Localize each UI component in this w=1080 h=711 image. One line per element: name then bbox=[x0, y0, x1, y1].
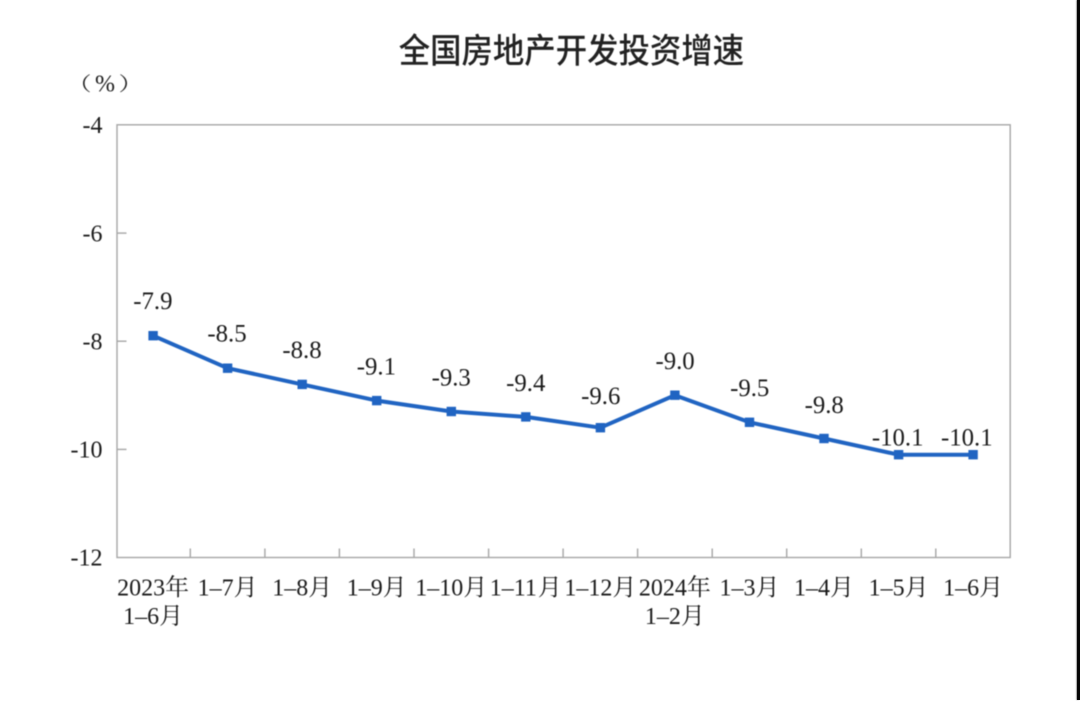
svg-text:1–5: 1–5 bbox=[869, 576, 905, 602]
svg-text:1–6: 1–6 bbox=[123, 604, 159, 630]
svg-text:-8.8: -8.8 bbox=[282, 337, 321, 364]
svg-text:-9.6: -9.6 bbox=[581, 383, 620, 410]
svg-text:-9.4: -9.4 bbox=[506, 370, 546, 397]
svg-text:-10.1: -10.1 bbox=[872, 424, 924, 451]
svg-text:-9.0: -9.0 bbox=[655, 348, 694, 375]
svg-text:1–12: 1–12 bbox=[564, 576, 612, 602]
svg-text:1–2: 1–2 bbox=[645, 604, 681, 630]
svg-text:-10: -10 bbox=[71, 438, 103, 464]
svg-text:-9.8: -9.8 bbox=[805, 392, 844, 419]
svg-text:1–9: 1–9 bbox=[347, 576, 383, 602]
svg-text:-8.5: -8.5 bbox=[207, 321, 246, 348]
svg-text:-9.5: -9.5 bbox=[730, 375, 769, 402]
svg-text:1–10: 1–10 bbox=[415, 576, 463, 602]
svg-text:-9.1: -9.1 bbox=[357, 354, 396, 381]
svg-text:1–11: 1–11 bbox=[490, 576, 537, 602]
svg-text:2024: 2024 bbox=[639, 576, 687, 602]
svg-text:-10.1: -10.1 bbox=[941, 424, 993, 451]
svg-text:-12: -12 bbox=[71, 546, 103, 572]
svg-text:1–6: 1–6 bbox=[943, 576, 979, 602]
svg-text:%: % bbox=[95, 72, 115, 98]
svg-text:1–3: 1–3 bbox=[720, 576, 756, 602]
svg-text:1–7: 1–7 bbox=[198, 576, 234, 602]
svg-text:1–4: 1–4 bbox=[794, 576, 830, 602]
svg-text:-4: -4 bbox=[83, 113, 103, 139]
svg-text:-9.3: -9.3 bbox=[432, 365, 471, 392]
svg-text:2023: 2023 bbox=[117, 576, 165, 602]
svg-text:1–8: 1–8 bbox=[272, 576, 308, 602]
svg-text:-7.9: -7.9 bbox=[133, 288, 172, 315]
svg-text:-8: -8 bbox=[83, 329, 103, 355]
svg-text:-6: -6 bbox=[83, 221, 103, 247]
